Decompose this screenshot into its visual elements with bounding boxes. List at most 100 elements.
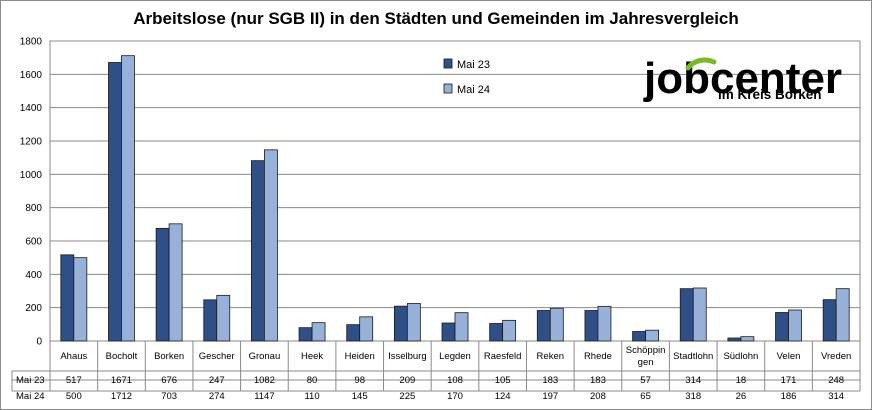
- table-cell: 18: [736, 375, 747, 386]
- table-cell: 124: [495, 391, 511, 402]
- y-tick-label: 200: [25, 303, 42, 314]
- table-cell: 145: [352, 391, 368, 402]
- category-label: gen: [638, 357, 654, 368]
- bar-mai-23: [679, 288, 694, 342]
- bar-mai-23: [60, 254, 75, 342]
- bar-mai-23: [251, 160, 265, 342]
- bar-mai-24: [216, 294, 231, 342]
- category-label: Heiden: [345, 351, 375, 362]
- logo-swoosh: [685, 57, 717, 71]
- y-tick-label: 1200: [20, 137, 43, 148]
- table-cell: 517: [66, 375, 82, 386]
- table-cell: 209: [399, 375, 415, 386]
- bar-mai-24: [406, 303, 421, 342]
- bar-mai-24: [359, 316, 374, 342]
- table-cell: 703: [161, 391, 177, 402]
- chart-title: Arbeitslose (nur SGB II) in den Städten …: [133, 9, 739, 28]
- bar-mai-23: [441, 322, 456, 342]
- table-cell: 170: [447, 391, 463, 402]
- table-cell: 171: [781, 375, 797, 386]
- table-cell: 183: [542, 375, 558, 386]
- table-cell: 1147: [254, 391, 274, 402]
- data-table: Ahaus Bocholt Borken Gescher Gronau Heek Heide…: [11, 341, 861, 402]
- category-label: Legden: [439, 351, 471, 362]
- bar-mai-24: [502, 319, 517, 342]
- table-cell: 225: [399, 391, 415, 402]
- table-cell: 1671: [111, 375, 132, 386]
- bar-mai-24: [311, 322, 326, 342]
- bar-mai-24: [788, 309, 802, 342]
- table-cell: 1082: [254, 375, 275, 386]
- category-label: Velen: [777, 351, 801, 362]
- category-label: Bocholt: [106, 351, 138, 362]
- category-label: Südlohn: [723, 351, 758, 362]
- table-cell: 247: [209, 375, 225, 386]
- table-cell: 676: [161, 375, 177, 386]
- table-cell: 108: [447, 375, 463, 386]
- bar-mai-23: [108, 62, 122, 342]
- y-tick-label: 0: [36, 337, 42, 348]
- legend-swatch: [443, 58, 453, 69]
- category-label: Gronau: [249, 351, 281, 362]
- table-cell: 248: [828, 375, 844, 386]
- category-label: Reken: [537, 351, 564, 362]
- jobcenter-logo: jobcenter im Kreis Borken: [643, 54, 842, 103]
- table-cell: 98: [354, 375, 365, 386]
- bar-mai-23: [393, 305, 408, 342]
- bar-mai-24: [264, 149, 278, 342]
- category-label: Schöppin: [626, 345, 666, 356]
- bar-mai-23: [536, 310, 551, 342]
- y-tick-label: 1000: [20, 170, 43, 181]
- table-cell: 318: [685, 391, 701, 402]
- bar-mai-24: [454, 312, 469, 342]
- category-label: Borken: [154, 351, 184, 362]
- table-series-label: Mai 24: [16, 391, 45, 402]
- category-label: Isselburg: [388, 351, 427, 362]
- table-cell: 26: [736, 391, 747, 402]
- bar-mai-24: [597, 305, 612, 342]
- table-cell: 208: [590, 391, 606, 402]
- table-cell: 80: [307, 375, 318, 386]
- y-tick-label: 1600: [20, 70, 43, 81]
- table-cell: 183: [590, 375, 606, 386]
- y-tick-label: 800: [25, 203, 42, 214]
- table-cell: 500: [66, 391, 82, 402]
- table-cell: 1712: [111, 391, 132, 402]
- bar-mai-23: [822, 299, 837, 342]
- bar-mai-23: [727, 337, 742, 342]
- category-label: Gescher: [199, 351, 235, 362]
- table-cell: 105: [495, 375, 511, 386]
- legend-label: Mai 24: [457, 84, 490, 96]
- logo-wordmark: jobcenter: [643, 54, 842, 103]
- table-series-label: Mai 23: [16, 375, 45, 386]
- category-label: Stadtlohn: [673, 351, 713, 362]
- bar-mai-23: [155, 227, 170, 342]
- bar-mai-23: [775, 312, 789, 342]
- bar-mai-24: [740, 336, 755, 342]
- y-axis-ticks: 0 200 400 600 800 1000 1200 1400 1600 1800: [20, 37, 43, 348]
- legend: Mai 23 Mai 24: [443, 58, 490, 96]
- table-cell: 57: [640, 375, 651, 386]
- category-label: Heek: [301, 351, 323, 362]
- table-cell: 274: [209, 391, 225, 402]
- y-tick-label: 600: [25, 237, 42, 248]
- bar-mai-24: [549, 307, 564, 342]
- bar-mai-23: [203, 299, 218, 342]
- bar-mai-24: [168, 223, 183, 342]
- bar-mai-23: [632, 331, 646, 342]
- category-label: Raesfeld: [484, 351, 522, 362]
- category-label: Vreden: [821, 351, 851, 362]
- bar-mai-23: [298, 327, 313, 342]
- bar-mai-23: [346, 324, 361, 342]
- legend-label: Mai 23: [457, 59, 490, 71]
- table-cell: 314: [685, 375, 701, 386]
- y-tick-label: 1800: [20, 37, 43, 48]
- bar-mai-24: [645, 329, 659, 342]
- bar-mai-23: [584, 310, 599, 342]
- table-cell: 197: [542, 391, 558, 402]
- table-cell: 314: [828, 391, 844, 402]
- table-cell: 65: [640, 391, 651, 402]
- gridlines: [49, 40, 861, 342]
- logo-subtitle: im Kreis Borken: [718, 87, 822, 102]
